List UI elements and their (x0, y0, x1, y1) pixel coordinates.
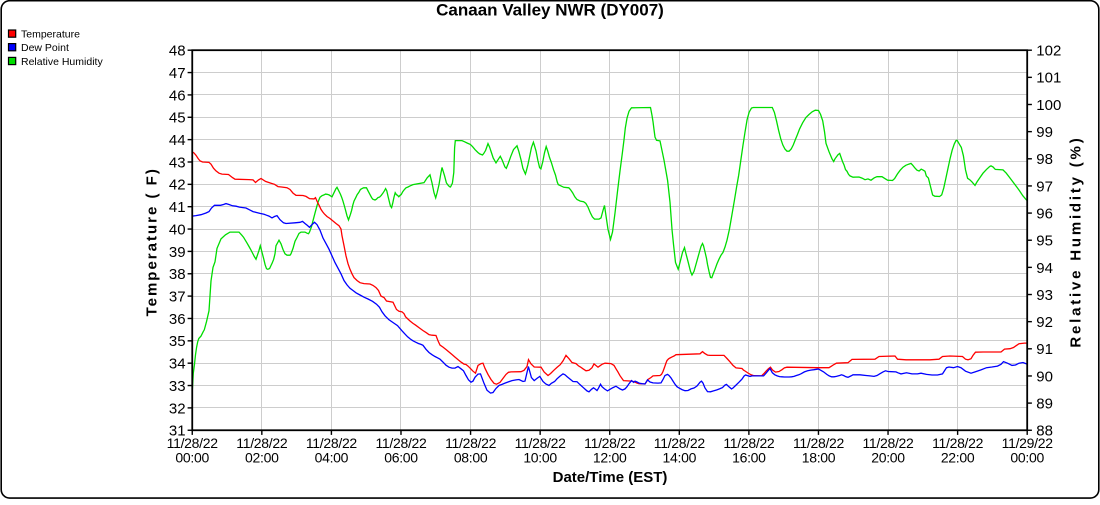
svg-text:00:00: 00:00 (175, 449, 209, 465)
svg-text:43: 43 (169, 154, 186, 171)
svg-text:11/28/22: 11/28/22 (445, 435, 497, 451)
svg-text:16:00: 16:00 (732, 449, 766, 465)
svg-text:06:00: 06:00 (384, 449, 418, 465)
svg-text:11/29/22: 11/29/22 (1002, 435, 1054, 451)
svg-text:11/28/22: 11/28/22 (654, 435, 706, 451)
svg-text:11/28/22: 11/28/22 (515, 435, 567, 451)
svg-text:11/28/22: 11/28/22 (793, 435, 845, 451)
svg-text:11/28/22: 11/28/22 (862, 435, 914, 451)
svg-text:39: 39 (169, 244, 186, 261)
svg-text:89: 89 (1036, 396, 1053, 413)
svg-text:04:00: 04:00 (315, 449, 349, 465)
svg-text:90: 90 (1036, 368, 1053, 385)
svg-text:41: 41 (169, 199, 186, 216)
svg-text:11/28/22: 11/28/22 (932, 435, 984, 451)
svg-text:42: 42 (169, 177, 186, 194)
svg-text:10:00: 10:00 (523, 449, 557, 465)
svg-text:22:00: 22:00 (941, 449, 975, 465)
svg-text:20:00: 20:00 (871, 449, 905, 465)
svg-text:102: 102 (1036, 43, 1061, 60)
svg-text:Relative Humidity: Relative Humidity (21, 56, 103, 68)
svg-text:11/28/22: 11/28/22 (306, 435, 358, 451)
svg-text:37: 37 (169, 289, 186, 306)
svg-text:36: 36 (169, 311, 186, 328)
svg-text:Dew Point: Dew Point (21, 42, 69, 54)
svg-text:Relative Humidity (%): Relative Humidity (%) (1068, 136, 1085, 348)
svg-text:47: 47 (169, 65, 186, 82)
svg-text:00:00: 00:00 (1010, 449, 1044, 465)
svg-text:Date/Time (EST): Date/Time (EST) (553, 469, 668, 486)
svg-text:33: 33 (169, 378, 186, 395)
svg-text:92: 92 (1036, 314, 1053, 331)
svg-text:44: 44 (169, 132, 186, 149)
svg-text:101: 101 (1036, 70, 1061, 87)
svg-text:88: 88 (1036, 423, 1053, 440)
svg-text:48: 48 (169, 43, 186, 60)
svg-text:95: 95 (1036, 233, 1053, 250)
svg-text:08:00: 08:00 (454, 449, 488, 465)
svg-text:96: 96 (1036, 206, 1053, 223)
svg-text:11/28/22: 11/28/22 (167, 435, 219, 451)
svg-text:Temperature: Temperature (21, 28, 80, 40)
svg-text:11/28/22: 11/28/22 (375, 435, 427, 451)
svg-text:Canaan Valley NWR (DY007): Canaan Valley NWR (DY007) (436, 0, 664, 19)
svg-text:99: 99 (1036, 124, 1053, 141)
svg-text:93: 93 (1036, 287, 1053, 304)
svg-text:02:00: 02:00 (245, 449, 279, 465)
svg-text:11/28/22: 11/28/22 (584, 435, 636, 451)
svg-text:35: 35 (169, 333, 186, 350)
svg-text:40: 40 (169, 221, 186, 238)
svg-text:11/28/22: 11/28/22 (723, 435, 775, 451)
svg-text:34: 34 (169, 356, 186, 373)
svg-text:38: 38 (169, 266, 186, 283)
svg-text:97: 97 (1036, 178, 1053, 195)
svg-text:14:00: 14:00 (663, 449, 697, 465)
svg-text:98: 98 (1036, 151, 1053, 168)
svg-text:94: 94 (1036, 260, 1053, 277)
svg-text:32: 32 (169, 400, 186, 417)
svg-text:31: 31 (169, 423, 186, 440)
svg-text:100: 100 (1036, 97, 1061, 114)
svg-text:12:00: 12:00 (593, 449, 627, 465)
svg-text:Temperature ( F): Temperature ( F) (144, 167, 161, 316)
svg-text:11/28/22: 11/28/22 (236, 435, 288, 451)
svg-text:46: 46 (169, 87, 186, 104)
svg-text:18:00: 18:00 (802, 449, 836, 465)
svg-text:45: 45 (169, 110, 186, 127)
svg-text:91: 91 (1036, 341, 1053, 358)
